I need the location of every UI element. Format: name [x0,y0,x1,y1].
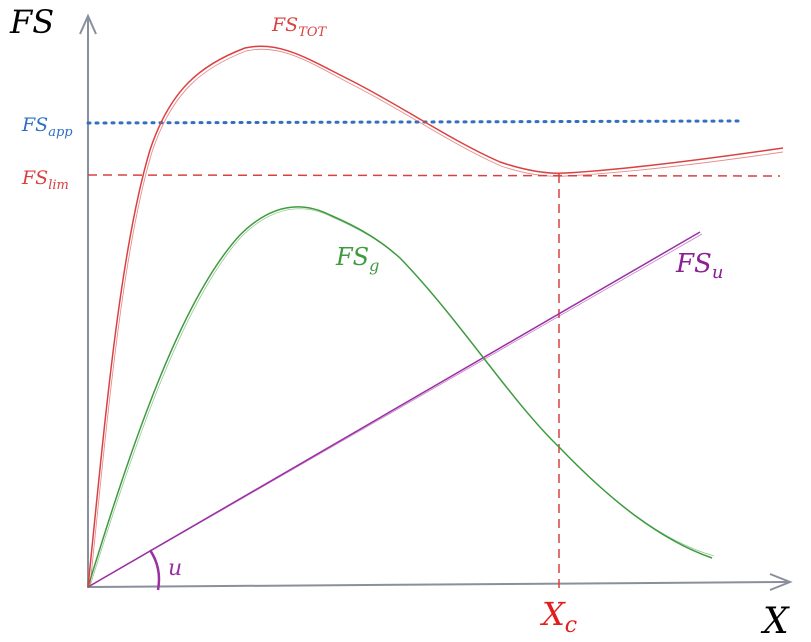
fs-g-label: FSg [335,243,379,275]
fs-u-label: FSu [675,249,723,283]
fs-tot-curve [87,45,784,588]
fs-u-line-sketch [89,233,703,587]
fs-g-curve [87,206,715,588]
fs-u-curve [87,231,703,588]
fs-app-label: FSapp [21,114,73,140]
xc-label: Xc [539,595,577,638]
fs-g-line [87,206,713,588]
x-axis-arrow-icon [769,573,793,591]
x-axis-line [87,581,789,588]
fs-lim-label: FSlim [21,167,69,193]
fs-tot-line-sketch [89,48,784,587]
x-axis [87,573,793,591]
y-axis [79,13,97,588]
y-axis-label: FS [9,3,54,41]
angle-u-arc [148,549,161,591]
y-axis-arrow-icon [79,13,97,35]
fs-u-line [87,231,701,588]
angle-u-label: u [168,556,182,581]
x-axis-label: X [760,601,790,642]
fs-app-level-line [86,119,740,125]
fs-g-line-sketch [89,208,715,587]
fs-lim-level-line [87,174,781,177]
fs-tot-label: FSTOT [271,14,328,40]
fs-tot-line [87,45,784,588]
